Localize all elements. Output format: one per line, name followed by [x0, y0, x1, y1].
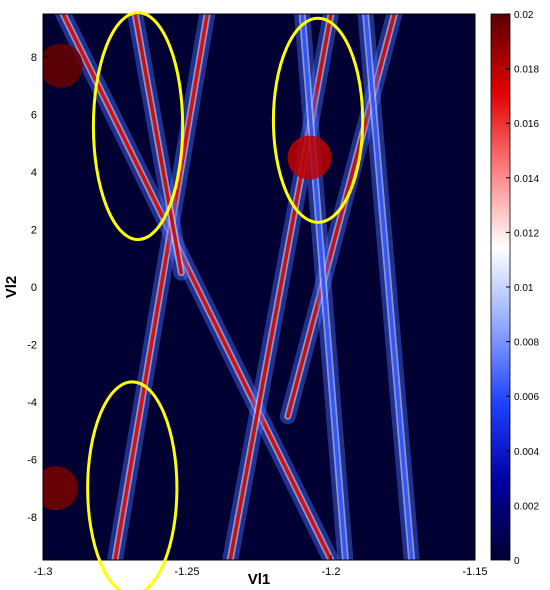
annotation-ellipse	[271, 16, 365, 224]
x-axis-label: Vl1	[248, 571, 271, 588]
y-tick-label: 0	[31, 282, 37, 294]
feature-line	[228, 14, 333, 560]
x-tick-label: -1.3	[34, 566, 53, 578]
x-tick-label: -1.15	[462, 566, 487, 578]
y-axis: 8 6 4 2 0 -2 -4 -6 -8	[27, 52, 48, 524]
colorbar-tick-label: 0.02	[514, 10, 534, 21]
feature-hotspot	[287, 135, 332, 180]
x-tick-label: -1.2	[322, 566, 341, 578]
y-tick-label: 4	[31, 167, 37, 179]
colorbar-tick-label: 0.01	[514, 283, 534, 294]
annotation-ellipse	[86, 380, 179, 590]
y-tick-label: 6	[31, 110, 37, 122]
colorbar-tick-label: 0	[514, 556, 520, 567]
y-tick-label: -2	[27, 339, 37, 351]
colorbar-tick-label: 0.014	[514, 174, 539, 185]
colorbar-ticks: 0.02 0.018 0.016 0.014 0.012 0.01 0.008 0.006 0.…	[506, 10, 539, 567]
y-tick-label: 2	[31, 225, 37, 237]
x-axis: -1.3 -1.25 -1.2 -1.15	[34, 555, 488, 578]
annotation-layer	[86, 11, 365, 590]
colorbar-tick-label: 0.012	[514, 228, 539, 239]
heatmap-features	[43, 14, 420, 560]
feature-line	[363, 14, 414, 560]
feature-line	[286, 14, 397, 419]
colorbar-tick-label: 0.018	[514, 65, 539, 76]
feature-hotspot	[43, 43, 83, 88]
colorbar-tick-label: 0.016	[514, 119, 539, 130]
y-tick-label: -6	[27, 454, 37, 466]
feature-line	[113, 14, 209, 560]
colorbar-tick-label: 0.006	[514, 392, 539, 403]
y-tick-label: -4	[27, 397, 37, 409]
annotation-ellipse	[91, 11, 185, 242]
x-tick-label: -1.25	[174, 566, 199, 578]
y-tick-label: 8	[31, 52, 37, 64]
plot-area	[42, 13, 476, 561]
feature-line	[133, 14, 183, 275]
feature-hotspot	[43, 466, 78, 511]
y-axis-label: Vl2	[3, 276, 20, 299]
colorbar-tick-label: 0.008	[514, 338, 539, 349]
colorbar-tick-label: 0.004	[514, 447, 539, 458]
colorbar-tick-label: 0.002	[514, 501, 539, 512]
feature-line	[61, 14, 333, 560]
feature-line	[300, 14, 348, 560]
colorbar: 0.02 0.018 0.016 0.014 0.012 0.01 0.008 0.006 0.…	[490, 10, 539, 567]
y-tick-label: -8	[27, 512, 37, 524]
